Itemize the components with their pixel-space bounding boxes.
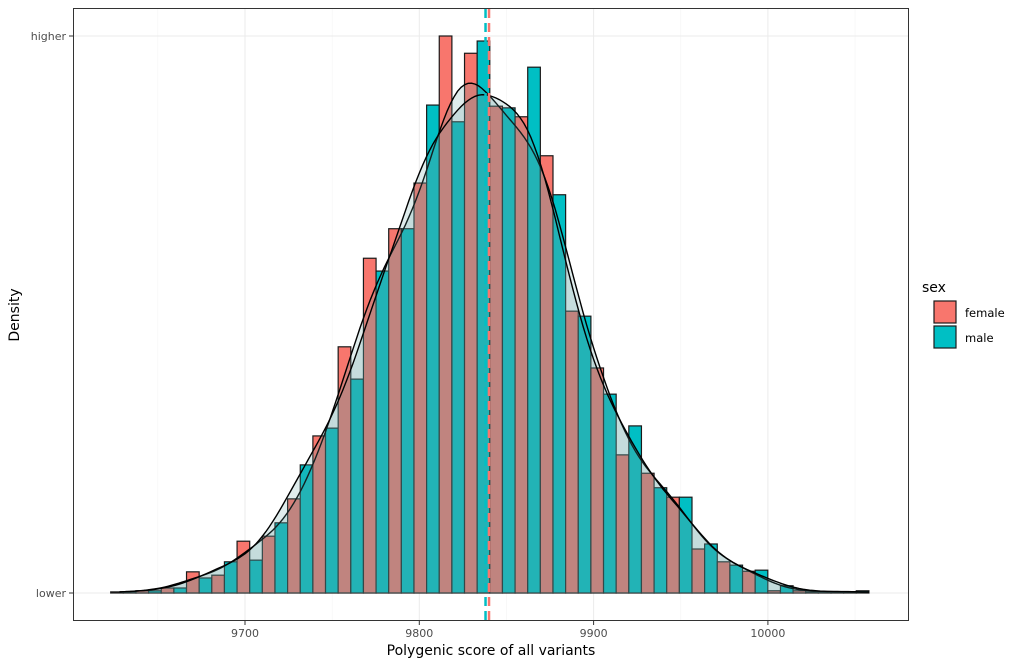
y-tick-label: lower bbox=[36, 587, 67, 600]
y-tick-label: higher bbox=[31, 30, 67, 43]
bar-male bbox=[678, 496, 693, 594]
density-curves bbox=[119, 82, 870, 594]
y-axis-title: Density bbox=[7, 288, 23, 341]
density-line-male bbox=[119, 93, 870, 593]
density-area-female bbox=[119, 83, 869, 593]
x-axis-title: Polygenic score of all variants bbox=[387, 643, 596, 659]
x-tick-label: 9900 bbox=[580, 627, 608, 640]
x-axis: 9700 9800 9900 10000 bbox=[231, 621, 785, 640]
legend-title: sex bbox=[922, 280, 946, 296]
legend-label-female: female bbox=[965, 306, 1005, 320]
density-area-male bbox=[119, 94, 869, 593]
legend-key-female bbox=[933, 300, 957, 324]
x-tick-label: 9800 bbox=[405, 627, 433, 640]
mean-lines bbox=[484, 9, 491, 620]
legend-key-male bbox=[933, 325, 957, 349]
panel-border bbox=[73, 8, 909, 621]
legend: sex female male bbox=[922, 280, 1005, 349]
x-tick-label: 10000 bbox=[750, 627, 785, 640]
x-tick-label: 9700 bbox=[231, 627, 259, 640]
y-axis: lower higher bbox=[31, 30, 73, 600]
legend-label-male: male bbox=[965, 331, 994, 345]
bars bbox=[110, 35, 870, 594]
